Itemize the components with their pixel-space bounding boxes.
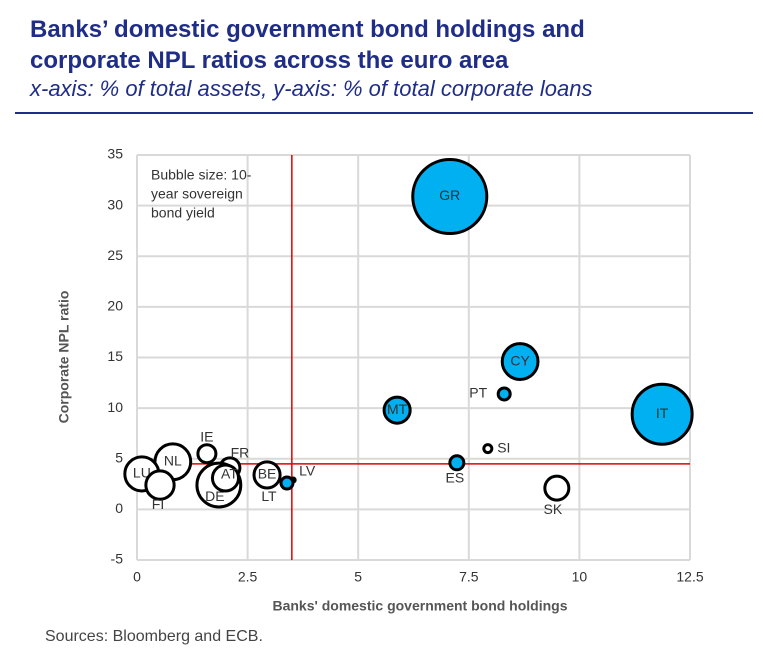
y-tick-label: 20 bbox=[107, 298, 123, 314]
x-axis-title: Banks' domestic government bond holdings bbox=[272, 598, 567, 614]
y-tick-label: -5 bbox=[111, 551, 124, 567]
annotation: year sovereign bbox=[151, 186, 243, 202]
bubble-label: NL bbox=[164, 452, 182, 468]
bubble-label: LT bbox=[261, 488, 277, 504]
bubble-label: IE bbox=[200, 428, 213, 444]
bubble-label: DE bbox=[205, 488, 224, 504]
bubble-label: AT bbox=[221, 466, 238, 482]
bubble-label: LU bbox=[133, 465, 151, 481]
bubble-label: BE bbox=[258, 466, 277, 482]
bubble bbox=[630, 382, 694, 446]
y-tick-label: 5 bbox=[115, 449, 123, 465]
bubble-label: LV bbox=[299, 463, 316, 479]
y-tick-label: 25 bbox=[107, 247, 123, 263]
bubble-label: GR bbox=[439, 187, 460, 203]
bubble bbox=[411, 157, 489, 236]
x-tick-label: 10 bbox=[572, 569, 588, 585]
source: Sources: Bloomberg and ECB. bbox=[45, 628, 263, 645]
bubble-label: FR bbox=[231, 445, 250, 461]
bubble-label: MT bbox=[387, 401, 408, 417]
bubble bbox=[496, 386, 512, 402]
chart-title: Banks’ domestic government bond holdings… bbox=[30, 16, 585, 74]
bubble-label: PT bbox=[469, 385, 487, 401]
x-tick-label: 0 bbox=[133, 569, 141, 585]
bubble-label: CY bbox=[510, 352, 530, 368]
bubble bbox=[279, 475, 295, 491]
y-tick-label: 35 bbox=[107, 146, 123, 162]
title-rule bbox=[15, 112, 753, 114]
y-tick-label: 10 bbox=[107, 399, 123, 415]
bubble-label: SI bbox=[497, 439, 510, 455]
bubble bbox=[210, 463, 241, 493]
bubble bbox=[252, 460, 282, 490]
bubble-label: SK bbox=[543, 501, 562, 517]
bubble bbox=[543, 474, 571, 502]
annotation: Bubble size: 10- bbox=[151, 167, 252, 183]
y-tick-label: 30 bbox=[107, 196, 123, 212]
annotation: bond yield bbox=[151, 205, 215, 221]
y-tick-label: 0 bbox=[115, 500, 123, 516]
y-tick-label: 15 bbox=[107, 348, 123, 364]
bubble-label: IT bbox=[656, 405, 669, 421]
header: Banks’ domestic government bond holdings… bbox=[30, 14, 730, 102]
bubble bbox=[382, 395, 412, 425]
bubble-label: FI bbox=[152, 496, 164, 512]
bubble bbox=[196, 443, 218, 465]
x-tick-label: 12.5 bbox=[676, 569, 703, 585]
x-tick-label: 7.5 bbox=[459, 569, 479, 585]
bubble bbox=[500, 342, 540, 381]
bubble-label: ES bbox=[446, 470, 465, 486]
x-tick-label: 5 bbox=[354, 569, 362, 585]
y-axis-title: Corporate NPL ratio bbox=[56, 291, 72, 424]
chart-subtitle: x-axis: % of total assets, y-axis: % of … bbox=[30, 76, 593, 101]
bubble bbox=[448, 454, 466, 472]
bubble bbox=[482, 443, 494, 455]
bubble bbox=[144, 469, 176, 501]
x-tick-label: 2.5 bbox=[238, 569, 258, 585]
